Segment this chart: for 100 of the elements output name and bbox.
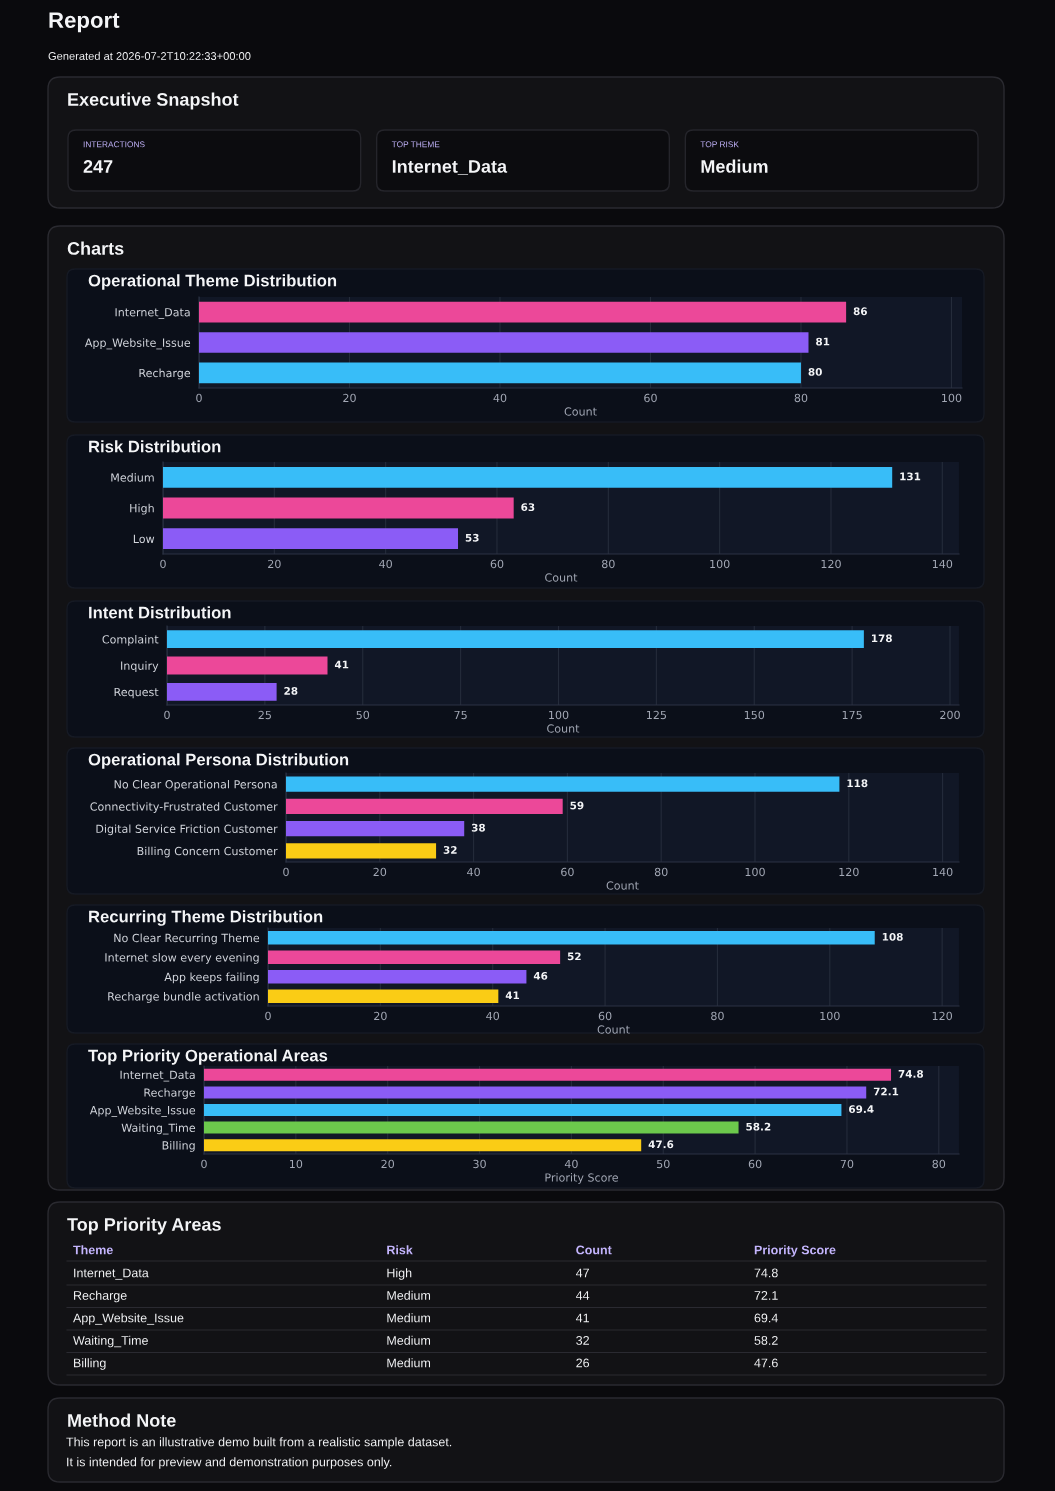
- x-tick-label: 80: [711, 1011, 724, 1021]
- text: Medium: [387, 1358, 431, 1368]
- y-tick-label: Recharge: [139, 368, 191, 380]
- chart-title: Top Priority Operational Areas: [88, 1049, 328, 1065]
- category-label: Count: [576, 1245, 612, 1255]
- bar: [204, 1086, 867, 1099]
- x-tick-label: 30: [473, 1159, 486, 1169]
- bar: [167, 630, 864, 649]
- x-tick-label: 75: [454, 710, 467, 720]
- text: Medium: [701, 159, 768, 173]
- category-label: Theme: [73, 1245, 113, 1255]
- text: 74.8: [754, 1268, 778, 1278]
- x-tick-label: 120: [932, 1011, 953, 1021]
- text: Executive Snapshot: [68, 92, 239, 110]
- y-tick-label: Internet slow every evening: [105, 953, 259, 964]
- x-tick-label: 50: [657, 1159, 670, 1169]
- data-label: 28: [284, 686, 298, 695]
- bar: [268, 931, 875, 945]
- bar: [204, 1068, 892, 1081]
- x-tick-label: 60: [644, 393, 657, 403]
- text: Billing: [74, 1358, 106, 1370]
- x-tick-label: 175: [842, 710, 862, 720]
- x-tick-label: 0: [201, 1159, 207, 1169]
- x-tick-label: 40: [467, 867, 480, 877]
- y-tick-label: Waiting_Time: [121, 1123, 196, 1135]
- y-tick-label: Billing: [162, 1140, 195, 1152]
- x-tick-label: 10: [290, 1159, 303, 1169]
- x-axis-title: Count: [547, 724, 580, 733]
- y-tick-label: App keeps failing: [164, 972, 259, 984]
- chart-title: Operational Persona Distribution: [88, 753, 349, 769]
- chart-title: Operational Theme Distribution: [88, 274, 337, 290]
- category-label: TOP RISK: [700, 141, 739, 148]
- text: 69.4: [754, 1313, 778, 1323]
- bar: [163, 528, 459, 550]
- text: Report: [49, 12, 120, 33]
- data-label: 47.6: [648, 1140, 674, 1149]
- text: 47.6: [754, 1358, 778, 1368]
- data-label: 46: [533, 971, 548, 980]
- category-label: Priority Score: [754, 1245, 836, 1257]
- x-tick-label: 80: [654, 867, 668, 877]
- x-tick-label: 50: [356, 710, 370, 720]
- data-label: 52: [567, 952, 581, 961]
- data-label: 131: [900, 472, 921, 481]
- x-axis-title: Count: [564, 407, 597, 416]
- x-tick-label: 100: [942, 393, 962, 403]
- chart-title: Risk Distribution: [89, 440, 221, 453]
- text: Recharge: [74, 1290, 127, 1303]
- x-tick-label: 40: [486, 1011, 500, 1021]
- x-tick-label: 0: [265, 1011, 271, 1021]
- data-label: 59: [570, 801, 584, 810]
- x-tick-label: 20: [374, 1011, 387, 1021]
- x-tick-label: 60: [748, 1159, 762, 1169]
- bar: [286, 776, 840, 792]
- y-tick-label: High: [130, 503, 154, 515]
- y-tick-label: Medium: [111, 473, 154, 482]
- x-axis-title: Count: [597, 1025, 630, 1034]
- x-tick-label: 80: [932, 1159, 946, 1169]
- x-tick-label: 100: [549, 710, 569, 720]
- data-label: 38: [471, 823, 486, 832]
- bar: [268, 970, 527, 984]
- x-tick-label: 0: [160, 559, 166, 569]
- x-tick-label: 200: [940, 710, 960, 720]
- bar: [204, 1121, 739, 1134]
- y-tick-label: Complaint: [102, 634, 159, 646]
- y-tick-label: Recharge: [144, 1088, 196, 1099]
- text: Medium: [387, 1290, 431, 1300]
- x-tick-label: 20: [373, 867, 387, 877]
- y-tick-label: Internet_Data: [115, 308, 190, 319]
- data-label: 108: [882, 932, 903, 941]
- x-tick-label: 0: [164, 710, 170, 720]
- x-tick-label: 120: [839, 867, 859, 877]
- text: 72.1: [754, 1291, 778, 1300]
- x-tick-label: 80: [602, 559, 615, 569]
- text: 44: [575, 1291, 590, 1300]
- y-tick-label: Inquiry: [121, 661, 159, 673]
- text: It is intended for preview and demonstration purposes only.: [67, 1457, 392, 1469]
- y-tick-label: Connectivity-Frustrated Customer: [90, 802, 278, 813]
- bar: [286, 821, 465, 837]
- x-tick-label: 100: [820, 1011, 840, 1021]
- bar: [268, 989, 499, 1003]
- x-tick-label: 40: [564, 1159, 578, 1169]
- data-label: 41: [505, 991, 520, 1000]
- x-tick-label: 70: [840, 1159, 854, 1169]
- bar: [204, 1104, 842, 1116]
- data-label: 72.1: [873, 1087, 899, 1096]
- bar: [268, 950, 561, 964]
- data-label: 41: [334, 660, 349, 669]
- x-tick-label: 100: [710, 559, 730, 569]
- bar: [286, 798, 563, 814]
- chart-title: Intent Distribution: [89, 606, 231, 619]
- text: 26: [576, 1358, 590, 1368]
- text: Generated at 2026-07-2T10:22:33+00:00: [48, 51, 251, 60]
- data-label: 178: [871, 634, 892, 643]
- x-axis-title: Count: [606, 881, 639, 890]
- chart-title: Recurring Theme Distribution: [89, 910, 323, 926]
- y-tick-label: App_Website_Issue: [84, 338, 191, 350]
- bar: [163, 497, 514, 519]
- text: Top Priority Areas: [67, 1217, 221, 1235]
- x-axis-title: Count: [545, 573, 578, 582]
- x-tick-label: 80: [794, 393, 808, 403]
